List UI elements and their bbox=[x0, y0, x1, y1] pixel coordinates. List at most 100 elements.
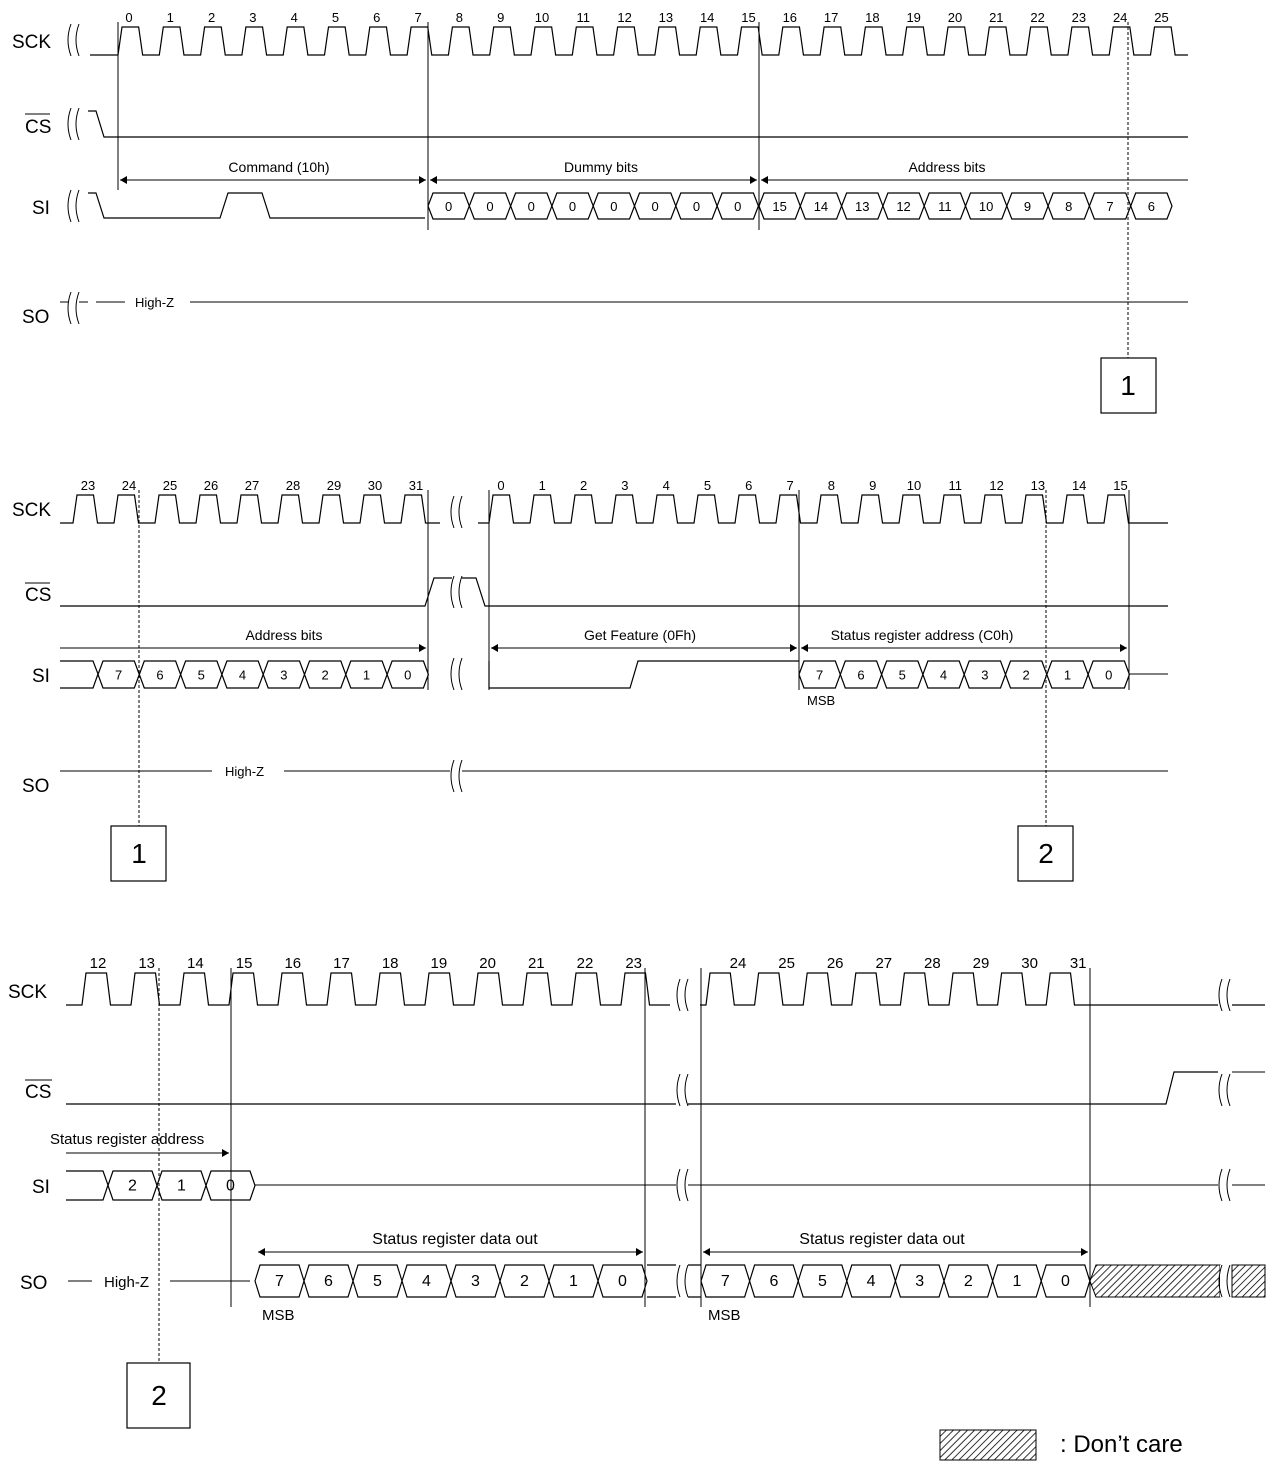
break-gap bbox=[452, 658, 462, 690]
clock-number: 31 bbox=[409, 478, 423, 493]
break-mark bbox=[67, 291, 72, 325]
get-feature-label: Get Feature (0Fh) bbox=[584, 627, 696, 643]
sck-waveform bbox=[60, 494, 1168, 524]
break-mark bbox=[75, 189, 80, 223]
clock-number: 31 bbox=[1070, 955, 1087, 972]
break-gap bbox=[678, 979, 688, 1011]
clock-number: 16 bbox=[783, 10, 797, 25]
break-mark bbox=[450, 759, 455, 793]
clock-number: 20 bbox=[948, 10, 962, 25]
clock-number: 2 bbox=[580, 478, 587, 493]
status-address-label: Status register address bbox=[50, 1131, 204, 1148]
address-bit-value: 8 bbox=[1065, 199, 1072, 214]
command-label: Command (10h) bbox=[228, 159, 329, 175]
clock-number: 24 bbox=[122, 478, 136, 493]
data-out-arrow-b bbox=[703, 1248, 1088, 1256]
break-mark bbox=[450, 575, 455, 609]
sck-pulse-train bbox=[66, 972, 670, 1006]
data-out-bit-value: 1 bbox=[569, 1273, 578, 1290]
clock-number: 23 bbox=[81, 478, 95, 493]
dummy-arrow bbox=[430, 176, 757, 184]
clock-number: 13 bbox=[1031, 478, 1045, 493]
data-out-bit-value: 6 bbox=[324, 1273, 333, 1290]
si-command-waveform bbox=[88, 192, 425, 219]
address-bit-cell bbox=[386, 660, 430, 689]
clock-number: 7 bbox=[786, 478, 793, 493]
si-bit-value: 1 bbox=[177, 1178, 186, 1195]
status-address-label: Status register address (C0h) bbox=[831, 627, 1014, 643]
break-marks bbox=[67, 23, 80, 325]
status-address-bit-value: 5 bbox=[899, 668, 906, 683]
status-address-bit-value: 1 bbox=[1064, 668, 1071, 683]
clock-numbers: 12 13 14 15 16 17 18 19 20 21 22 23 24 25 26 27 28 29 30 31 bbox=[90, 955, 1087, 972]
break-mark bbox=[450, 495, 455, 529]
clock-number: 15 bbox=[741, 10, 755, 25]
break-mark bbox=[1226, 1073, 1231, 1107]
data-out-bit-value: 7 bbox=[275, 1273, 284, 1290]
msb-label-b: MSB bbox=[708, 1307, 741, 1324]
clock-number: 3 bbox=[621, 478, 628, 493]
high-z-label: High-Z bbox=[104, 1274, 149, 1291]
break-mark bbox=[67, 189, 72, 223]
clock-numbers: 23 24 25 26 27 28 29 30 31 0 1 2 3 4 5 6 7 8 9 10 11 12 13 14 15 bbox=[81, 478, 1128, 493]
break-gap bbox=[69, 292, 79, 324]
status-address-bit-value: 2 bbox=[1023, 668, 1030, 683]
address-bit-value: 11 bbox=[938, 199, 952, 214]
clock-number: 5 bbox=[704, 478, 711, 493]
data-out-bit-value: 4 bbox=[867, 1273, 876, 1290]
break-gap bbox=[1220, 1169, 1230, 1201]
clock-number: 4 bbox=[663, 478, 670, 493]
marker-2-text: 2 bbox=[151, 1380, 167, 1411]
clock-number: 23 bbox=[625, 955, 642, 972]
si-bit-cells: 2 1 0 bbox=[66, 1170, 256, 1201]
marker-2-box bbox=[1017, 825, 1074, 882]
break-mark bbox=[684, 978, 689, 1012]
clock-number: 8 bbox=[828, 478, 835, 493]
marker-2-box bbox=[126, 1362, 191, 1429]
break-mark bbox=[450, 657, 455, 691]
cs-waveform bbox=[60, 577, 1168, 607]
si-prev-cell bbox=[66, 1170, 109, 1201]
address-bit-value: 5 bbox=[198, 668, 205, 683]
clock-number: 6 bbox=[745, 478, 752, 493]
address-arrow bbox=[60, 644, 426, 652]
clock-number: 16 bbox=[284, 955, 301, 972]
break-mark bbox=[67, 23, 72, 57]
data-out-label-a: Status register data out bbox=[372, 1231, 538, 1248]
clock-number: 15 bbox=[236, 955, 253, 972]
si-bit-cells: 0 0 0 0 0 0 0 0 15 14 13 12 11 10 9 8 7 6 bbox=[427, 192, 1173, 220]
clock-number: 23 bbox=[1072, 10, 1086, 25]
break-gap bbox=[452, 576, 462, 608]
so-bus-continuation bbox=[647, 1264, 701, 1298]
address-bit-value: 14 bbox=[814, 199, 828, 214]
status-address-bit-value: 3 bbox=[981, 668, 988, 683]
break-mark bbox=[676, 1073, 681, 1107]
clock-number: 5 bbox=[332, 10, 339, 25]
dummy-bit-value: 0 bbox=[610, 199, 617, 214]
status-address-bit-value: 7 bbox=[816, 668, 823, 683]
marker-1-text: 1 bbox=[1120, 370, 1136, 401]
clock-number: 17 bbox=[333, 955, 350, 972]
break-mark bbox=[676, 1168, 681, 1202]
break-gap bbox=[678, 1265, 688, 1297]
clock-number: 18 bbox=[865, 10, 879, 25]
data-out-bit-value: 0 bbox=[618, 1273, 627, 1290]
clock-number: 3 bbox=[249, 10, 256, 25]
break-mark bbox=[67, 107, 72, 141]
cs-label: CS bbox=[25, 117, 51, 138]
break-gap bbox=[452, 496, 462, 528]
clock-number: 27 bbox=[875, 955, 892, 972]
data-out-bit-value: 0 bbox=[1061, 1273, 1070, 1290]
break-mark bbox=[1218, 978, 1223, 1012]
clock-number: 0 bbox=[125, 10, 132, 25]
break-gap bbox=[69, 24, 79, 56]
si-bit-value: 0 bbox=[226, 1178, 235, 1195]
address-bit-value: 10 bbox=[979, 199, 993, 214]
panel-3: SCK CS SI SO 12 13 14 15 16 17 18 19 20 21 22 23 24 2… bbox=[8, 955, 1266, 1429]
clock-numbers: 0 1 2 3 4 5 6 7 8 9 10 11 12 13 14 15 16 17 18 19 20 21 22 23 24… bbox=[125, 10, 1168, 25]
address-bit-value: 6 bbox=[156, 668, 163, 683]
dummy-bit-value: 0 bbox=[486, 199, 493, 214]
clock-number: 21 bbox=[528, 955, 545, 972]
clock-number: 14 bbox=[187, 955, 204, 972]
break-mark bbox=[684, 1264, 689, 1298]
